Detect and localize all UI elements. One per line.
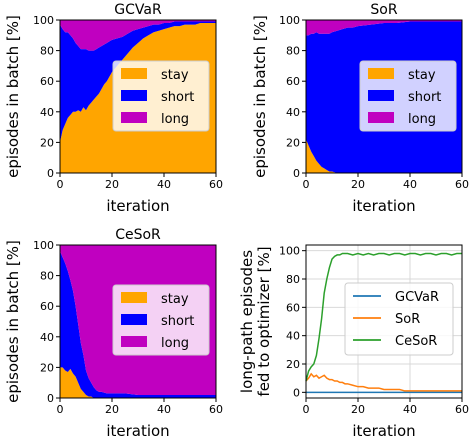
chart-panel-cesor: 0 20 40 60 0 20 40 60 80 100 CeSoR iteration episode…: [4, 227, 223, 439]
y-tick-label: 20: [286, 136, 300, 149]
chart-panel-long-path: 0 20 40 60 0 20 40 60 80 100 iteration long-path ep…: [238, 244, 469, 439]
x-tick-label: 20: [105, 178, 119, 191]
legend-swatch-long: [121, 112, 147, 123]
x-axis-label: iteration: [352, 422, 415, 439]
legend-swatch-stay: [368, 68, 394, 79]
legend: stay short long: [359, 60, 457, 132]
legend-swatch-stay: [121, 292, 147, 303]
legend: GCVaR SoR CeSoR: [344, 282, 454, 356]
area-stay: [306, 139, 462, 173]
legend-label: stay: [408, 68, 436, 83]
x-tick-label: 60: [209, 403, 223, 416]
y-tick-label: 40: [40, 106, 54, 119]
y-tick-label: 0: [47, 392, 54, 405]
chart-title: SoR: [370, 2, 397, 18]
chart-title: GCVaR: [114, 2, 162, 18]
y-axis-label: episodes in batch [%]: [4, 15, 22, 178]
axes-frame: [305, 19, 463, 174]
y-tick-label: 60: [40, 300, 54, 313]
y-tick-label: 20: [40, 361, 54, 374]
x-tick-label: 60: [209, 178, 223, 191]
legend: stay short long: [112, 60, 210, 132]
legend-label: long: [161, 336, 189, 351]
legend-label: short: [161, 314, 194, 329]
x-tick-label: 40: [403, 178, 417, 191]
axes-frame: [305, 244, 463, 399]
x-tick-label: 20: [351, 178, 365, 191]
legend-label: SoR: [395, 312, 420, 327]
y-tick-label: 100: [279, 14, 300, 27]
x-tick-label: 20: [105, 403, 119, 416]
chart-title: CeSoR: [115, 227, 161, 243]
y-tick-label: 20: [40, 136, 54, 149]
y-tick-label: 0: [47, 167, 54, 180]
area-long: [306, 20, 462, 36]
axes-frame: [59, 244, 217, 399]
y-axis-label-line1: long-path episodes: [238, 250, 256, 393]
x-tick-label: 0: [57, 178, 64, 191]
area-short: [60, 21, 216, 143]
x-tick-label: 40: [157, 178, 171, 191]
y-axis-label: episodes in batch [%]: [4, 240, 22, 403]
chart-panel-sor: 0 20 40 60 0 20 40 60 80 100 SoR iteration episodes …: [251, 2, 469, 215]
x-tick-label: 0: [303, 178, 310, 191]
y-tick-label: 100: [33, 239, 54, 252]
y-tick-label: 80: [40, 45, 54, 58]
y-tick-label: 40: [286, 330, 300, 343]
legend-label: GCVaR: [395, 290, 439, 305]
x-tick-label: 0: [303, 403, 310, 416]
axes-frame: [59, 19, 217, 174]
y-tick-label: 60: [286, 75, 300, 88]
area-stay: [60, 367, 216, 398]
x-tick-label: 0: [57, 403, 64, 416]
legend-swatch-short: [121, 314, 147, 325]
y-tick-label: 80: [40, 270, 54, 283]
legend-swatch-short: [121, 90, 147, 101]
x-axis-label: iteration: [352, 197, 415, 215]
y-axis-label: long-path episodesfed to optimizer [%]: [238, 246, 273, 396]
legend-label: short: [161, 90, 194, 105]
line-sor: [305, 372, 462, 392]
legend-swatch-short: [368, 90, 394, 101]
legend-label: long: [408, 112, 436, 127]
y-tick-label: 80: [286, 45, 300, 58]
legend-box: [344, 282, 454, 356]
y-tick-label: 0: [293, 167, 300, 180]
y-tick-label: 40: [286, 106, 300, 119]
line-cesor: [305, 252, 462, 382]
x-axis-label: iteration: [106, 422, 169, 439]
legend-swatch-long: [368, 112, 394, 123]
y-axis-label: episodes in batch [%]: [251, 15, 269, 178]
x-tick-label: 60: [455, 403, 469, 416]
legend: stay short long: [112, 284, 210, 356]
x-tick-label: 40: [157, 403, 171, 416]
legend-label: stay: [161, 292, 189, 307]
legend-swatch-stay: [121, 68, 147, 79]
x-tick-label: 60: [455, 178, 469, 191]
y-tick-label: 60: [286, 301, 300, 314]
chart-panel-gcvar: 0 20 40 60 0 20 40 60 80 100 GCVaR iteration episode…: [4, 2, 223, 215]
x-tick-label: 40: [403, 403, 417, 416]
y-tick-label: 80: [286, 273, 300, 286]
y-tick-label: 100: [279, 245, 300, 258]
y-tick-label: 100: [33, 14, 54, 27]
legend-label: long: [161, 112, 189, 127]
legend-label: CeSoR: [395, 334, 437, 349]
y-tick-label: 0: [293, 386, 300, 399]
y-tick-label: 60: [40, 75, 54, 88]
y-tick-label: 40: [40, 331, 54, 344]
y-tick-label: 20: [286, 358, 300, 371]
legend-swatch-long: [121, 336, 147, 347]
x-axis-label: iteration: [106, 197, 169, 215]
legend-label: stay: [161, 68, 189, 83]
area-long: [60, 20, 216, 51]
legend-label: short: [408, 90, 441, 105]
y-axis-label-line2: fed to optimizer [%]: [255, 246, 273, 396]
x-tick-label: 20: [351, 403, 365, 416]
